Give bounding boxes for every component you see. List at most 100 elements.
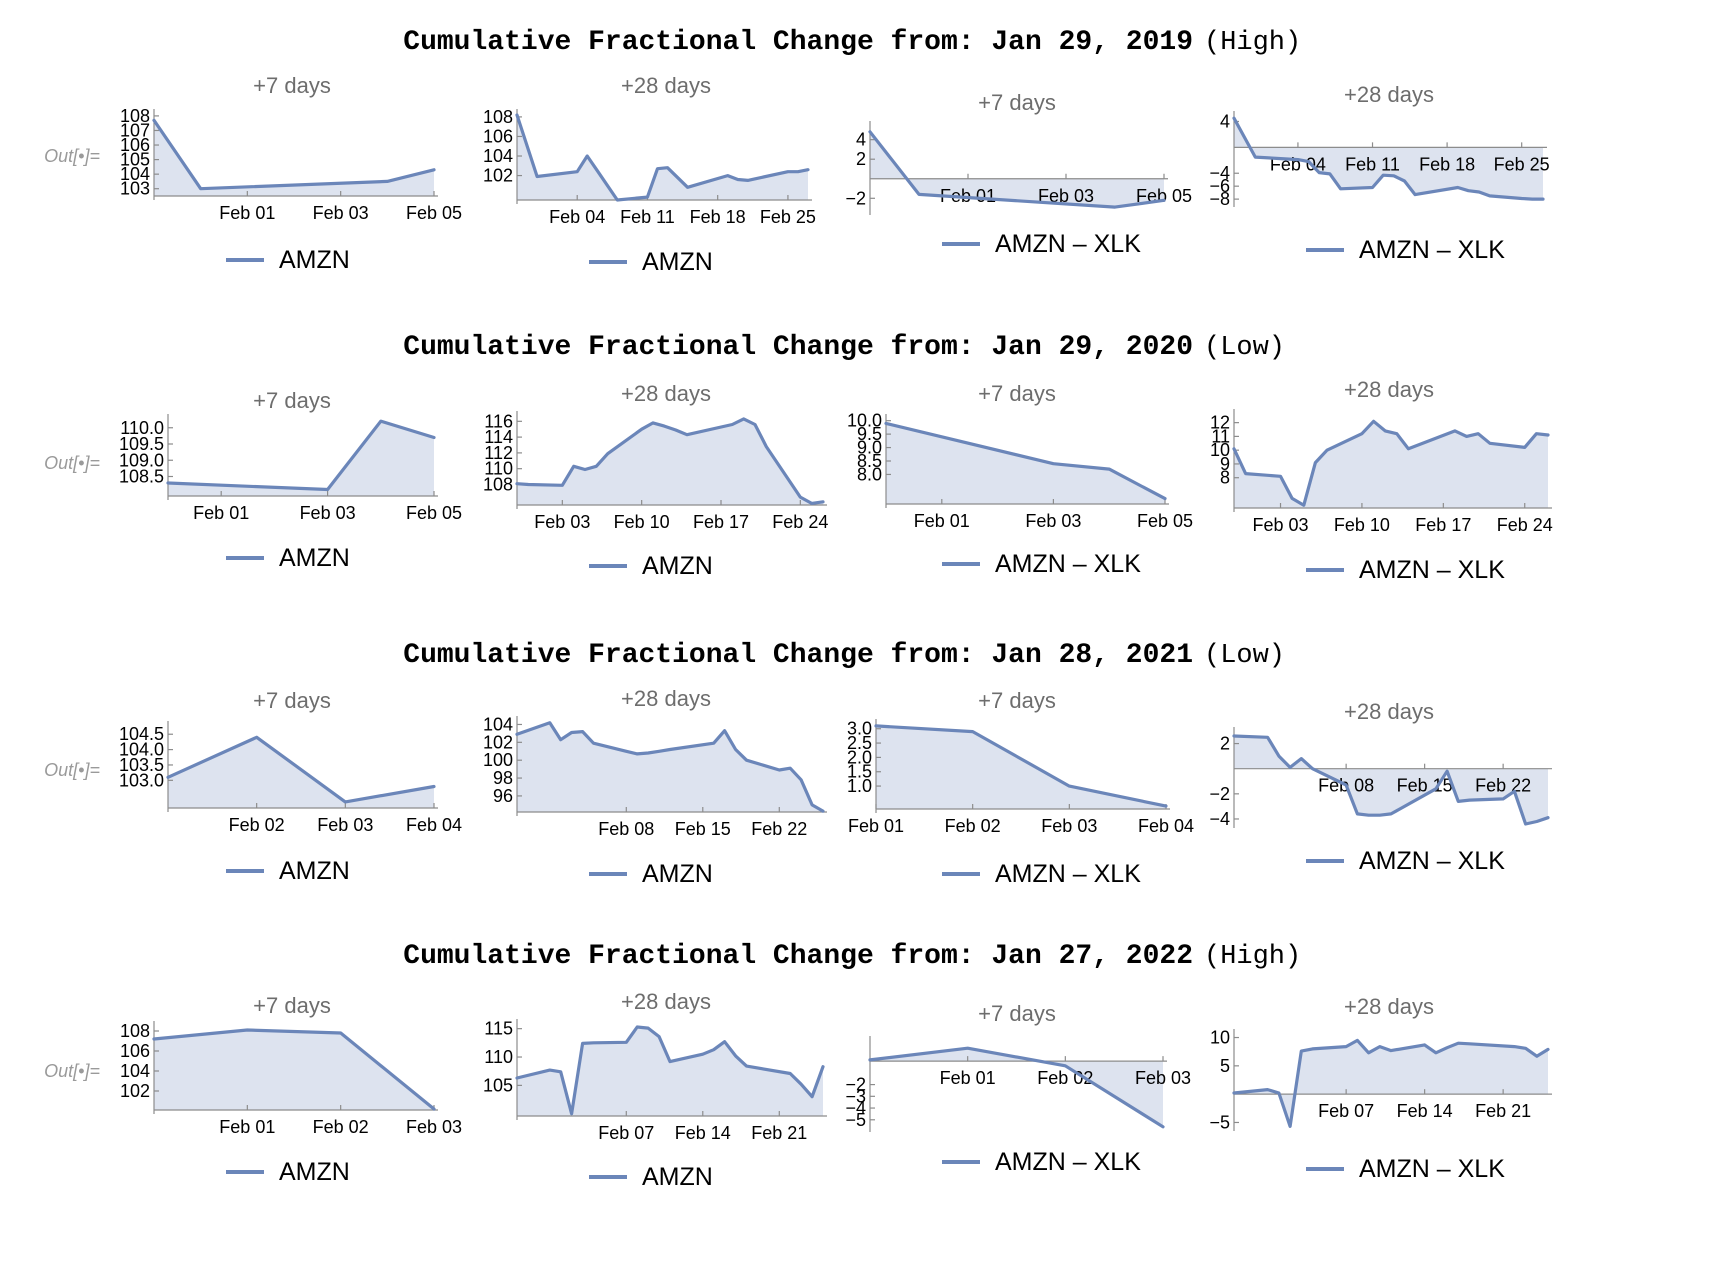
x-tick-label: Feb 01 (219, 203, 275, 223)
y-tick-label: 2 (1220, 734, 1230, 754)
x-tick-label: Feb 01 (219, 1117, 275, 1137)
x-tick-label: Feb 03 (1041, 816, 1097, 836)
row-title-suffix: (High) (1204, 28, 1301, 58)
y-tick-label: −2 (845, 188, 866, 208)
y-tick-label: 105 (120, 150, 150, 170)
x-tick-label: Feb 24 (772, 512, 828, 532)
y-tick-label: 110.0 (120, 418, 164, 438)
x-tick-label: Feb 10 (614, 512, 670, 532)
area-fill (1234, 421, 1548, 508)
x-tick-label: Feb 15 (1397, 776, 1453, 796)
x-tick-label: Feb 02 (313, 1117, 369, 1137)
x-tick-label: Feb 02 (945, 816, 1001, 836)
x-tick-label: Feb 03 (313, 203, 369, 223)
y-tick-label: 12 (1210, 413, 1230, 433)
y-tick-label: 11 (1211, 426, 1230, 446)
chart-subtitle: +28 days (1344, 82, 1434, 107)
chart-subtitle: +28 days (621, 381, 711, 406)
x-tick-label: Feb 03 (1038, 186, 1094, 206)
x-tick-label: Feb 15 (675, 819, 731, 839)
y-tick-label: 109.5 (119, 434, 164, 454)
y-tick-label: 10 (1210, 440, 1230, 460)
row-title: Cumulative Fractional Change from: Jan 2… (403, 27, 1193, 58)
row-title-suffix: (Low) (1204, 641, 1285, 671)
legend-label: AMZN – XLK (1359, 556, 1505, 584)
x-tick-label: Feb 01 (848, 816, 904, 836)
area-fill (870, 131, 1164, 208)
out-label: Out[•]= (44, 146, 100, 166)
legend-label: AMZN (642, 860, 713, 888)
area-fill (517, 722, 823, 812)
y-tick-label: 110 (484, 459, 513, 479)
y-tick-label: 96 (493, 786, 513, 806)
y-tick-label: 98 (493, 768, 513, 788)
chart-subtitle: +28 days (1344, 377, 1434, 402)
area-fill (517, 115, 808, 200)
chart-panel: +7 days 1.01.52.02.53.0 Feb 01 Feb 02 Feb 03… (847, 688, 1194, 888)
series-line (1232, 1038, 1550, 1129)
row-title: Cumulative Fractional Change from: Jan 2… (403, 640, 1193, 671)
area-fill (154, 1030, 434, 1110)
y-tick-label: −4 (845, 1098, 866, 1118)
y-tick-label: −4 (1209, 163, 1230, 183)
area-fill (168, 737, 434, 808)
y-tick-label: 106 (120, 135, 150, 155)
y-tick-label: 104 (483, 146, 513, 166)
legend-label: AMZN – XLK (995, 860, 1141, 888)
x-tick-label: Feb 21 (751, 1123, 807, 1143)
x-tick-label: Feb 03 (300, 503, 356, 523)
series-line (1232, 734, 1550, 826)
y-tick-label: 102 (120, 1081, 150, 1101)
x-tick-label: Feb 05 (406, 503, 462, 523)
y-tick-label: 4 (1220, 111, 1230, 131)
series-line (874, 724, 1168, 808)
series-line (166, 735, 436, 804)
y-tick-label: 1.5 (847, 762, 872, 782)
area-fill (517, 1027, 823, 1116)
legend-label: AMZN – XLK (1359, 1155, 1505, 1183)
area-fill (876, 725, 1166, 809)
y-tick-label: 10 (1210, 1028, 1230, 1048)
x-tick-label: Feb 11 (1345, 154, 1400, 174)
legend-label: AMZN (279, 1158, 350, 1186)
y-tick-label: 108.5 (119, 467, 164, 487)
series-line (515, 1025, 825, 1116)
y-tick-label: 104 (483, 714, 513, 734)
legend-label: AMZN – XLK (995, 550, 1141, 578)
x-tick-label: Feb 01 (914, 511, 970, 531)
x-tick-label: Feb 03 (1252, 515, 1308, 535)
x-tick-label: Feb 03 (406, 1117, 462, 1137)
series-line (515, 113, 810, 202)
y-tick-label: 114 (484, 427, 513, 447)
x-tick-label: Feb 17 (1415, 515, 1471, 535)
x-tick-label: Feb 24 (1497, 515, 1553, 535)
x-tick-label: Feb 07 (1318, 1101, 1374, 1121)
series-line (166, 419, 436, 492)
chart-subtitle: +28 days (621, 989, 711, 1014)
area-fill (154, 120, 434, 196)
chart-subtitle: +7 days (978, 381, 1056, 406)
x-tick-label: Feb 21 (1475, 1101, 1531, 1121)
series-line (515, 417, 825, 505)
y-tick-label: 110 (484, 1047, 513, 1067)
y-tick-label: 10.0 (847, 411, 882, 431)
y-tick-label: −4 (1209, 809, 1230, 829)
y-tick-label: 4 (856, 130, 866, 150)
x-tick-label: Feb 25 (1494, 154, 1550, 174)
row-title-suffix: (High) (1204, 942, 1301, 972)
chart-panel: +28 days 105 110 115 Feb 07 Feb 14 Feb 21 AMZN (483, 989, 827, 1191)
legend-label: AMZN – XLK (995, 230, 1141, 258)
y-tick-label: 102 (483, 166, 513, 186)
chart-subtitle: +7 days (978, 688, 1056, 713)
y-tick-label: 103 (120, 179, 150, 199)
y-tick-label: −3 (845, 1086, 866, 1106)
y-tick-label: 104.0 (119, 740, 164, 760)
